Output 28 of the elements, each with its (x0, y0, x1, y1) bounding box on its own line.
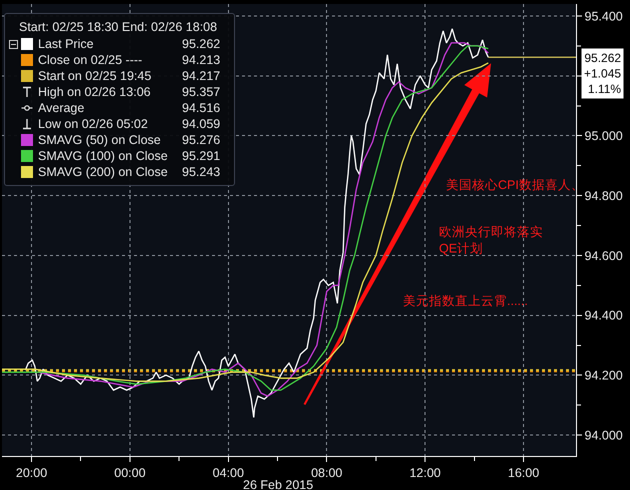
x-tick-label: 16:00 (508, 466, 540, 480)
x-tick-label: 12:00 (409, 466, 441, 480)
text: Last Price 95.262 (38, 37, 220, 51)
text: Close on 02/25 ---- 94.213 (38, 53, 220, 67)
ref-line-label: 95.262 +1.045 1.11% (584, 51, 622, 96)
text: High on 02/26 13:06 95.357 (38, 85, 220, 99)
y-tick-label: 94.000 (584, 428, 623, 442)
y-tick-label: 94.600 (584, 248, 623, 263)
y-tick-label: 95.400 (584, 9, 623, 24)
y-tick-label: 94.200 (584, 368, 623, 383)
x-tick-label: 20:00 (16, 466, 48, 480)
legend-label: SMAVG (200) on Close 95.243 (38, 164, 222, 180)
annotation: 美国核心CPI数据喜人、 (446, 177, 584, 192)
text: Low on 02/26 05:02 94.059 (38, 117, 220, 131)
annotation: 美元指数直上云霄...... (403, 293, 528, 308)
x-tick-label: 04:00 (212, 466, 244, 480)
text: SMAVG (50) on Close 95.276 (38, 133, 220, 147)
text: Start on 02/25 19:45 94.217 (38, 69, 220, 83)
legend-label: SMAVG (100) on Close 95.291 (38, 148, 222, 164)
x-tick-label: 08:00 (311, 466, 342, 480)
y-tick-label: 95.000 (584, 129, 623, 144)
x-tick-label: 00:00 (114, 466, 146, 480)
y-tick-label: 94.400 (584, 308, 623, 323)
legend-title: Start: 02/25 18:30 End: 02/26 18:08 (18, 19, 218, 35)
annotation: 欧洲央行即将落实 QE计划 (439, 225, 543, 256)
y-tick-label: 94.800 (584, 188, 623, 203)
text: Average 94.516 (38, 101, 220, 115)
x-axis-title: 26 Feb 2015 (243, 478, 314, 490)
